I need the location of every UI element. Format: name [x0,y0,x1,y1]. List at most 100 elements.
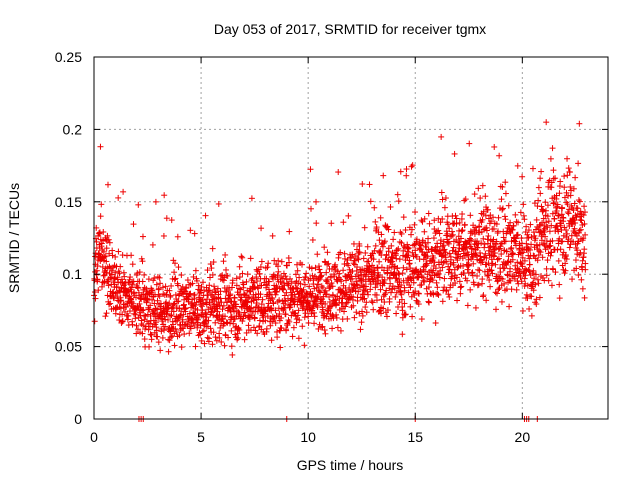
data-point [441,275,448,282]
data-point [368,298,375,305]
data-point [272,307,279,314]
data-point [177,312,184,319]
data-point [105,236,112,243]
data-point [168,312,175,319]
data-point [581,246,588,253]
data-point [159,334,166,341]
data-point [577,216,584,223]
data-point [426,299,433,306]
data-point [464,302,471,309]
data-point [167,312,174,319]
data-point [526,305,533,312]
data-point [357,326,364,333]
data-point [354,297,361,304]
data-point [251,315,258,322]
data-point [517,209,524,216]
data-point [140,306,147,313]
data-point [451,150,458,157]
data-point [206,299,213,306]
data-point [156,293,163,300]
data-point [197,331,204,338]
data-point [258,225,265,232]
data-point [107,300,114,307]
data-point [263,325,270,332]
data-point [498,298,505,305]
data-point [241,291,248,298]
data-point [487,283,494,290]
data-point [202,212,209,219]
data-point [514,162,521,169]
data-point [565,165,572,172]
data-point [168,217,175,224]
data-point [309,236,316,243]
data-point [236,263,243,270]
data-point [477,195,484,202]
data-point [111,295,118,302]
data-point [340,219,347,226]
data-point [246,316,253,323]
data-point [198,289,205,296]
data-point [213,313,220,320]
data-point [578,217,585,224]
data-point [98,240,105,247]
data-point [244,271,251,278]
x-axis-label: GPS time / hours [297,457,404,473]
data-point [102,253,109,260]
data-point [552,175,559,182]
data-point [579,257,586,264]
data-point [275,257,282,264]
data-point [171,342,178,349]
data-point [202,310,209,317]
data-point [280,286,287,293]
data-point [494,290,501,297]
data-point [535,184,542,191]
data-point [491,143,498,150]
data-point [123,303,130,310]
data-point [248,195,255,202]
data-point [391,229,398,236]
data-point [578,276,585,283]
data-point [165,316,172,323]
data-point [93,238,100,245]
data-point [120,188,127,195]
data-point [139,233,146,240]
data-point [545,277,552,284]
data-point [377,214,384,221]
data-point [275,268,282,275]
data-point [224,319,231,326]
data-point [395,198,402,205]
data-point [240,281,247,288]
data-point [250,324,257,331]
data-point [96,250,103,257]
data-point [262,308,269,315]
data-point [241,336,248,343]
data-point [129,321,136,328]
data-point [421,228,428,235]
data-point [144,296,151,303]
data-point [549,145,556,152]
data-point [556,295,563,302]
data-point [278,325,285,332]
data-point [501,213,508,220]
data-point [255,294,262,301]
data-point [203,314,210,321]
data-point [276,317,283,324]
x-tick-label: 20 [515,429,531,445]
data-points [91,119,589,422]
data-point [128,284,135,291]
data-point [136,300,143,307]
data-point [403,172,410,179]
data-point [151,300,158,307]
data-point [529,165,536,172]
data-point [172,275,179,282]
data-point [178,272,185,279]
data-point [269,318,276,325]
data-point [200,327,207,334]
data-point [106,250,113,257]
data-point [170,301,177,308]
data-point [370,306,377,313]
data-point [333,311,340,318]
data-point [274,263,281,270]
data-point [425,298,432,305]
data-point [128,252,135,259]
